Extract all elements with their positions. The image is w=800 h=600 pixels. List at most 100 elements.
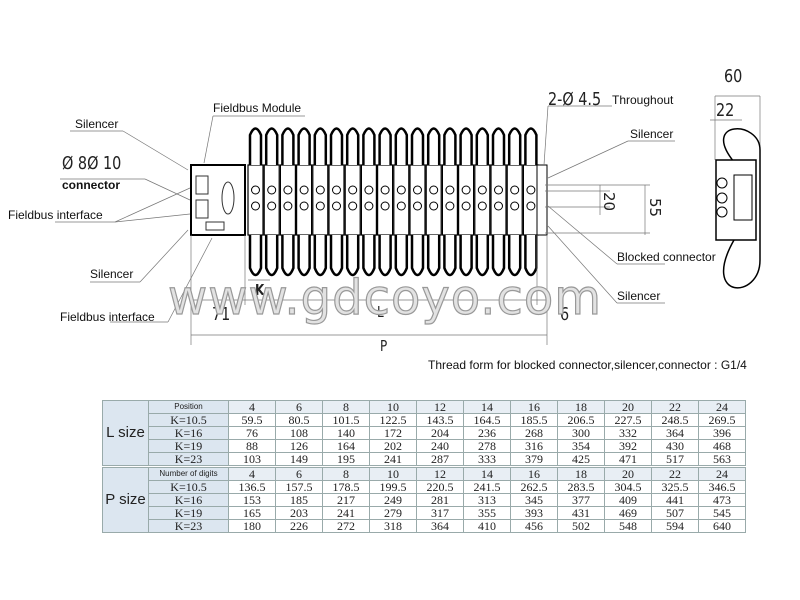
column-header: 22: [651, 400, 699, 414]
table-cell: 103: [228, 452, 276, 466]
valve-body: [506, 164, 523, 236]
table-cell: 287: [416, 452, 464, 466]
table-row: K=10.5 59.5 80.5 101.5 122.5 143.5 164.5 185.5 2…: [103, 413, 746, 427]
l-size-table: L size Position 4 6 8 10 12 14 16 18 20 22 24 K=10.5 5…: [102, 400, 746, 466]
port-icon: [364, 185, 374, 195]
table-cell: 313: [463, 493, 511, 507]
table-cell: 364: [416, 519, 464, 533]
solenoid-top: [507, 127, 522, 165]
port-icon: [413, 185, 422, 195]
table-cell: 126: [275, 439, 323, 453]
table-cell: 240: [416, 439, 464, 453]
label-fieldbus-interface: Fieldbus interface: [8, 208, 103, 222]
port-icon: [429, 201, 439, 211]
table-cell: 172: [369, 426, 417, 440]
label-fieldbus-interface: Fieldbus interface: [60, 310, 155, 324]
dim-l: L: [377, 303, 384, 321]
table-cell: 241.5: [463, 480, 511, 494]
table-cell: 332: [604, 426, 652, 440]
valve-body: [263, 164, 280, 236]
table-cell: 355: [463, 506, 511, 520]
port-icon: [510, 201, 520, 211]
solenoid-bottom: [345, 235, 360, 277]
table-cell: 545: [698, 506, 746, 520]
table-cell: 88: [228, 439, 276, 453]
solenoid-bottom: [248, 235, 263, 277]
table-cell: 268: [510, 426, 558, 440]
p-size-table: P size Number of digits 4 6 8 10 12 14 16 18 20 22 2…: [102, 467, 746, 533]
column-header: 14: [463, 467, 511, 481]
column-header: 22: [651, 467, 699, 481]
table-cell: 140: [322, 426, 370, 440]
port-icon: [315, 201, 325, 211]
table-cell: 220.5: [416, 480, 464, 494]
column-header: 20: [604, 467, 652, 481]
label-connector: connector: [62, 178, 121, 192]
dim-k: K: [255, 281, 265, 299]
solenoid-bottom: [475, 235, 490, 277]
port-icon: [299, 201, 309, 211]
column-header: 24: [698, 467, 746, 481]
port-icon: [477, 201, 487, 211]
port-icon: [477, 185, 487, 195]
label-silencer: Silencer: [617, 289, 661, 303]
solenoid-bottom: [410, 235, 425, 277]
solenoid-bottom: [378, 235, 392, 277]
dim-6: 6: [560, 304, 570, 325]
port-icon: [396, 201, 406, 211]
table-cell: 195: [322, 452, 370, 466]
port-icon: [283, 201, 293, 211]
table-cell: 304.5: [604, 480, 652, 494]
solenoid-top: [443, 127, 457, 165]
table-cell: 217: [322, 493, 370, 507]
table-row: K=23 103 149 195 241 287 333 379 425 471 517 563: [103, 452, 746, 466]
port-icon: [267, 201, 277, 211]
table-cell: 108: [275, 426, 323, 440]
table-cell: 76: [228, 426, 276, 440]
column-header: 18: [557, 400, 605, 414]
column-header: 10: [369, 400, 417, 414]
table-cell: 392: [604, 439, 652, 453]
end-plate: [536, 164, 548, 236]
label-blocked-connector: Blocked connector: [617, 250, 716, 264]
port-icon: [413, 201, 422, 211]
table-cell: 548: [604, 519, 652, 533]
port-icon: [445, 185, 455, 195]
label-connector-dims: Ø 8Ø 10: [62, 153, 122, 174]
port-icon: [461, 185, 471, 195]
solenoid-top: [378, 127, 392, 165]
table-cell: 563: [698, 452, 746, 466]
port-icon: [251, 185, 260, 195]
port-icon: [283, 185, 293, 195]
table-cell: 262.5: [510, 480, 558, 494]
column-header: 24: [698, 400, 746, 414]
solenoid-bottom: [362, 235, 376, 277]
valve-body: [312, 164, 329, 236]
column-header: 12: [416, 467, 464, 481]
table-cell: 379: [510, 452, 558, 466]
table-cell: 165: [228, 506, 276, 520]
valve-body: [377, 164, 394, 236]
solenoid-top: [281, 127, 295, 165]
solenoid-top: [313, 127, 328, 165]
port-icon: [396, 185, 406, 195]
table-cell: 178.5: [322, 480, 370, 494]
terminal-block: [205, 221, 225, 231]
port-icon: [267, 185, 277, 195]
table-cell: 325.5: [651, 480, 699, 494]
port-icon: [315, 185, 325, 195]
port-icon: [380, 185, 390, 195]
valve-body: [344, 164, 361, 236]
table-cell: 149: [275, 452, 323, 466]
table-cell: 507: [651, 506, 699, 520]
table-cell: 456: [510, 519, 558, 533]
table-cell: 430: [651, 439, 699, 453]
dim-60: 60: [724, 66, 743, 87]
table-cell: 354: [557, 439, 605, 453]
port-icon: [332, 185, 341, 195]
solenoid-top: [491, 127, 506, 165]
table-cell: 316: [510, 439, 558, 453]
table-cell: 164.5: [463, 413, 511, 427]
row-k: K=10.5: [148, 413, 229, 427]
watermark: www.gdcoyo.com: [167, 269, 603, 326]
